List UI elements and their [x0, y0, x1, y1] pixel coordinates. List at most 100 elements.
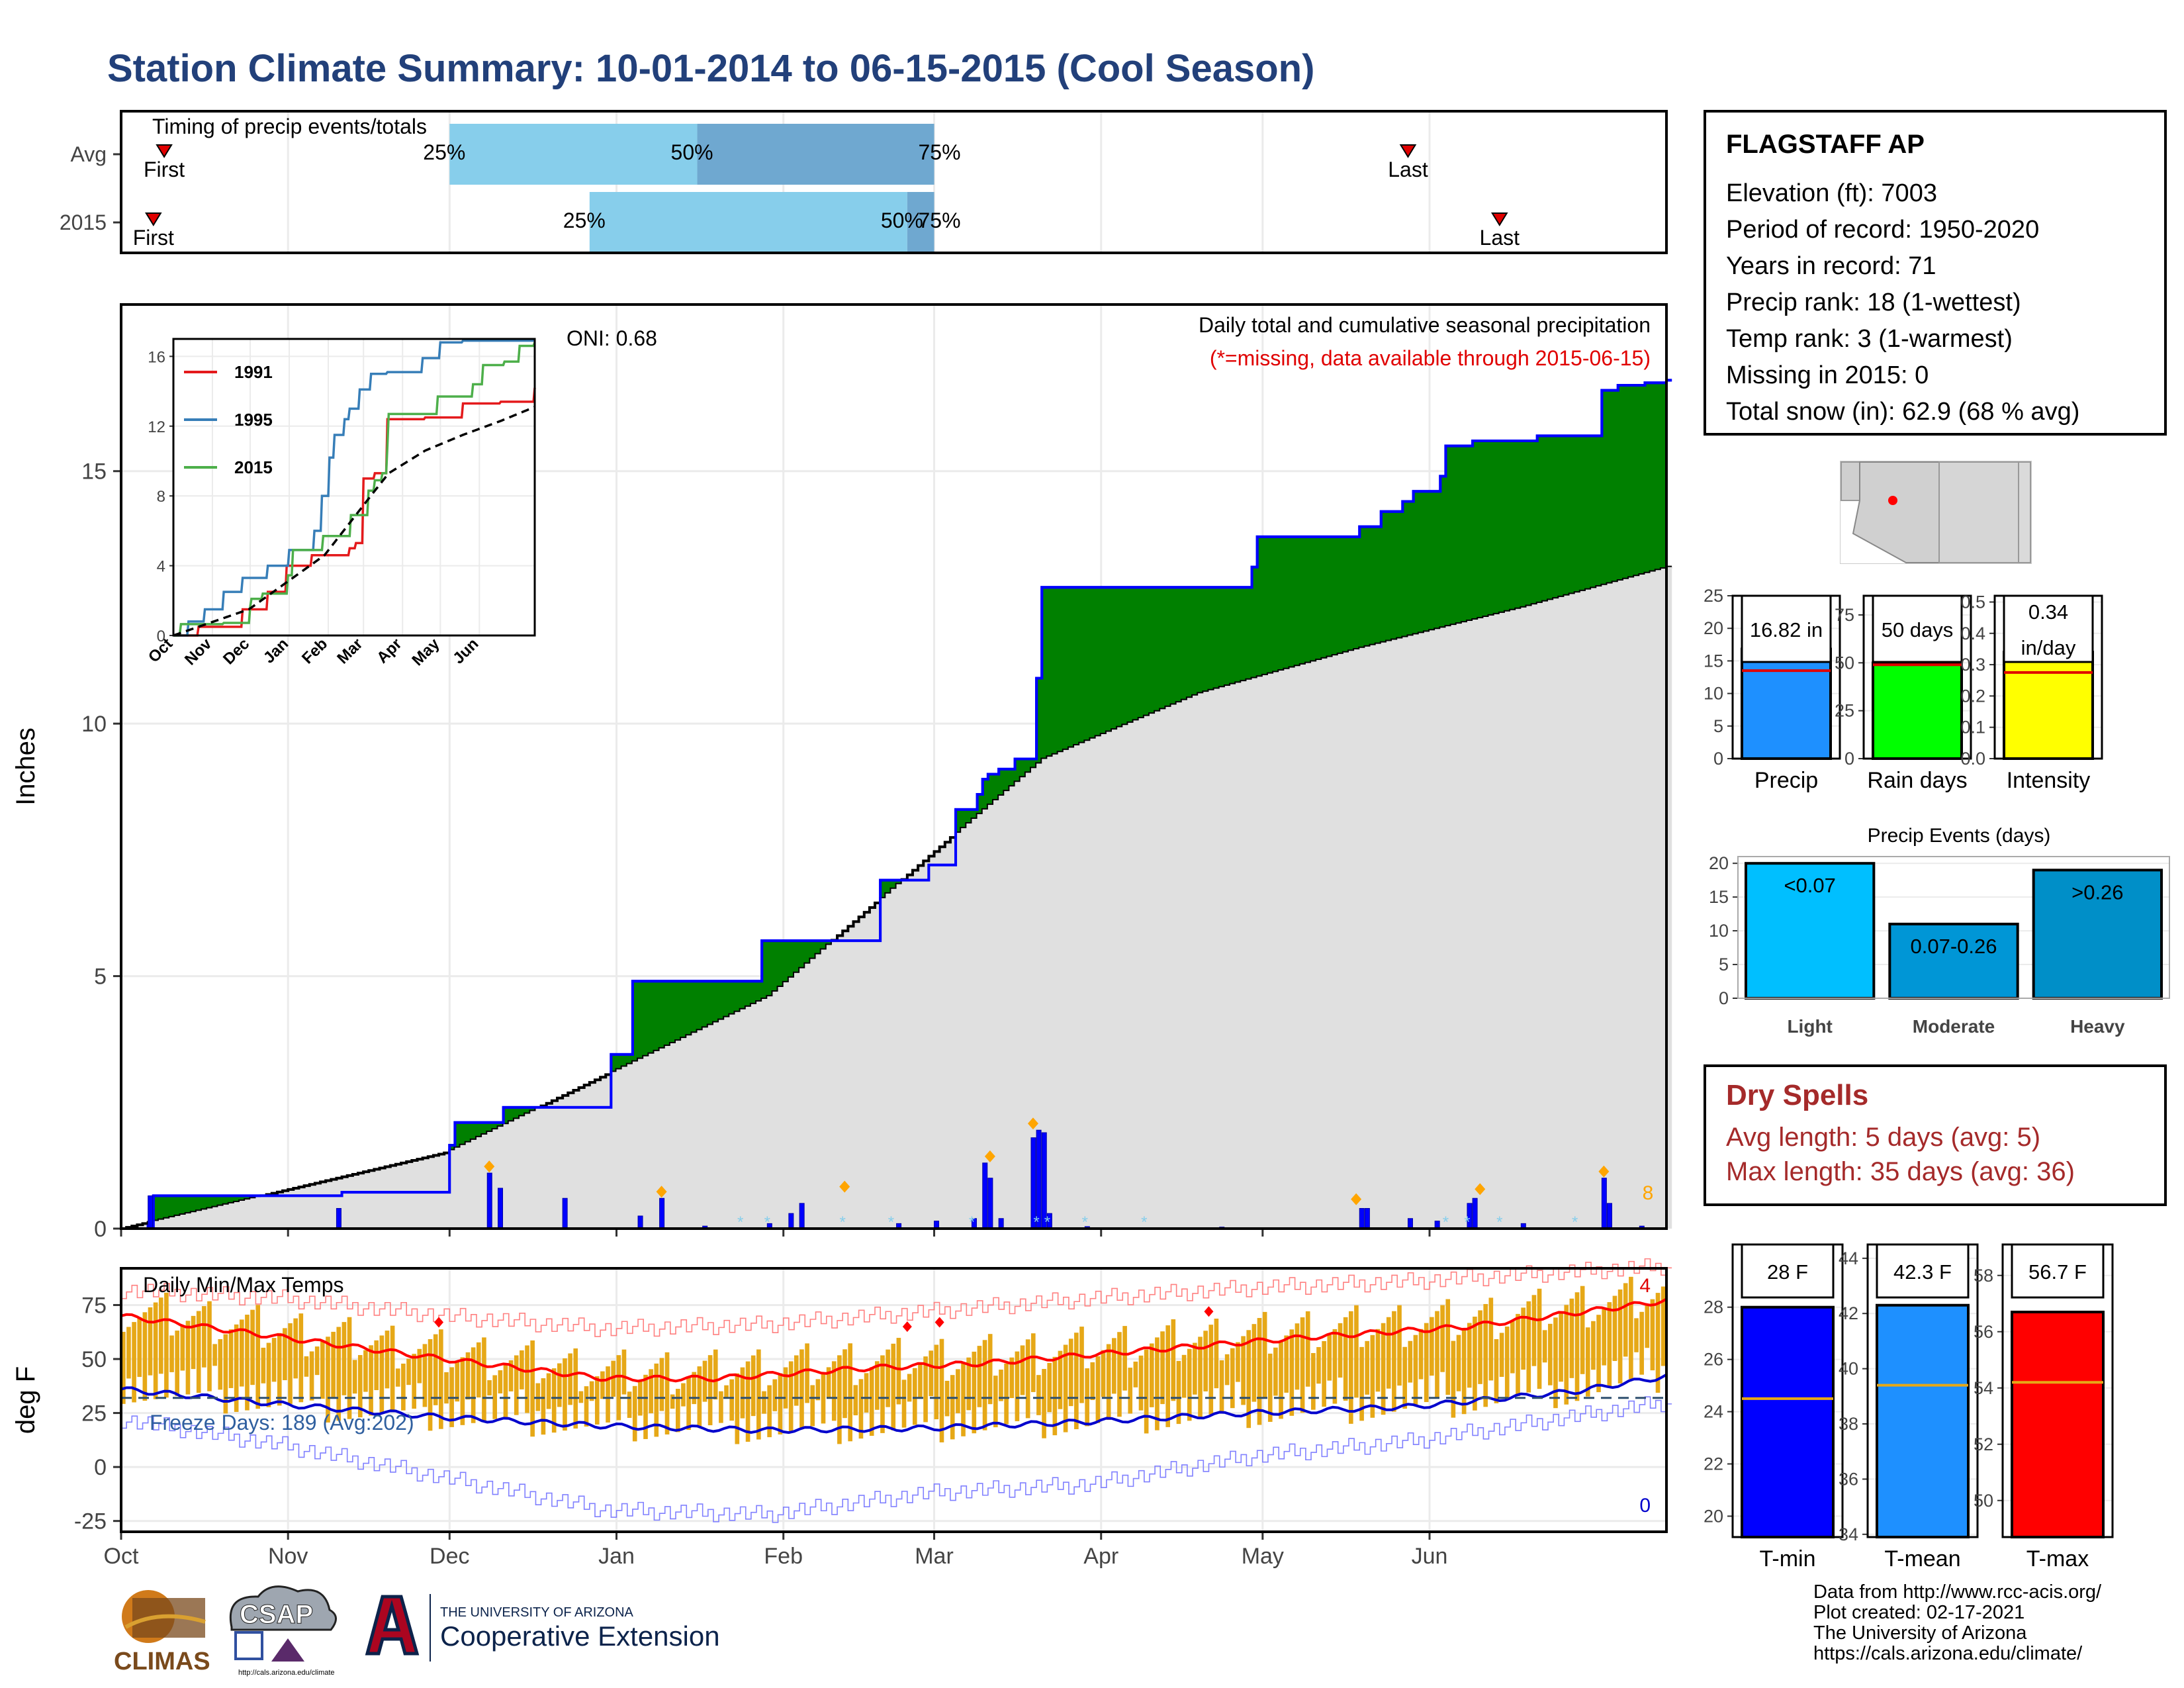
events-title: Precip Events (days) [1868, 825, 2051, 847]
daily-temp-bar [664, 1352, 670, 1434]
cum-diff-fill [654, 981, 660, 1051]
daily-temp-bar [1521, 1307, 1525, 1370]
mini-ytick-label: 75 [1835, 605, 1854, 625]
timing-avg-q50-label: 50% [671, 140, 713, 164]
daily-temp-bar [283, 1328, 287, 1380]
cum-diff-fill [1295, 536, 1301, 667]
daily-temp-bar [956, 1369, 960, 1413]
daily-temp-bar [433, 1334, 438, 1405]
daily-temp-bar [298, 1313, 304, 1403]
daily-temp-bar [1623, 1283, 1628, 1357]
temp-ytick-label: 25 [81, 1401, 107, 1427]
cum-diff-fill [1612, 390, 1619, 583]
cum-diff-fill [1214, 587, 1220, 689]
daily-temp-bar [1639, 1311, 1644, 1375]
daily-temp-bar [621, 1349, 627, 1395]
temp-xtick-label: Apr [1083, 1544, 1118, 1569]
cum-diff-fill [1559, 436, 1565, 597]
cum-diff-fill [1155, 587, 1161, 712]
cum-diff-fill [1279, 536, 1285, 671]
cum-diff-fill [482, 1122, 488, 1135]
cum-frame [120, 303, 1668, 1230]
cum-diff-fill [1629, 385, 1635, 578]
daily-temp-bar [1445, 1299, 1451, 1395]
daily-temp-bar [1063, 1344, 1068, 1432]
daily-temp-bar [1138, 1355, 1144, 1411]
daily-temp-bar [1251, 1324, 1257, 1402]
cum-diff-fill [891, 880, 897, 889]
daily-temp-bar [1230, 1348, 1235, 1409]
timing-2015-last-marker [1491, 212, 1508, 226]
station-name: FLAGSTAFF AP [1726, 130, 1925, 159]
daily-temp-bar [1181, 1354, 1187, 1398]
daily-temp-bar [1435, 1311, 1439, 1399]
cum-diff-fill [751, 981, 757, 1004]
temp-ytick-label: 0 [94, 1455, 107, 1480]
daily-temp-bar [1343, 1317, 1348, 1401]
cum-diff-fill [1516, 440, 1522, 609]
cum-ytick-label: 0 [94, 1217, 107, 1242]
daily-temp-bar [1617, 1289, 1623, 1383]
trace-marker: * [969, 1213, 975, 1231]
csap-mountain-icon [271, 1638, 304, 1662]
cum-diff-fill [1219, 587, 1226, 688]
daily-temp-bar [1461, 1329, 1467, 1415]
cum-diff-fill [1354, 536, 1360, 650]
trace-marker: * [1044, 1213, 1050, 1231]
daily-temp-bar [148, 1307, 153, 1376]
timing-2015-q50-label: 50% [881, 209, 923, 232]
daily-temp-bar [1478, 1310, 1482, 1384]
inset-bg [173, 339, 535, 635]
events-category-label: Light [1787, 1016, 1832, 1037]
precip-events-chart: Precip Events (days) 0 5 10 15 20 <0.07 Light 0.… [1709, 825, 2170, 1037]
daily-temp-bar [164, 1292, 169, 1398]
mini-ytick-label: 36 [1839, 1469, 1858, 1489]
cum-diff-fill [164, 1196, 170, 1219]
events-category-label: Heavy [2070, 1016, 2125, 1037]
daily-temp-bar [891, 1343, 896, 1430]
events-bar-label: <0.07 [1784, 874, 1835, 897]
cum-diff-fill [175, 1196, 181, 1216]
timing-avg-box-upper [697, 124, 934, 185]
daily-temp-bar [1510, 1320, 1515, 1374]
mini-value-label: in/day [2021, 636, 2076, 659]
station-marker [1888, 496, 1897, 505]
cum-diff-fill [632, 981, 639, 1062]
cum-diff-fill [1025, 759, 1032, 773]
precip-record-marker [656, 1186, 667, 1198]
temp-ytick-label: -25 [74, 1509, 107, 1534]
daily-temp-bar [1106, 1344, 1111, 1421]
daily-temp-bar [1440, 1305, 1445, 1372]
cum-diff-fill [1241, 587, 1248, 682]
daily-temp-bar [627, 1391, 632, 1418]
cum-diff-fill [1160, 587, 1166, 710]
cum-diff-fill [707, 981, 714, 1025]
mini-ytick-label: 40 [1839, 1359, 1858, 1379]
cum-diff-fill [982, 779, 989, 810]
mini-label-box [1741, 594, 1832, 663]
daily-precip-bar [788, 1213, 794, 1229]
cum-diff-fill [686, 981, 693, 1036]
temp-frame [120, 1267, 1668, 1533]
daily-temp-bar [385, 1331, 390, 1389]
cum-diff-fill [1473, 440, 1479, 620]
daily-temp-bar [293, 1318, 298, 1379]
daily-temp-bar [934, 1344, 939, 1420]
daily-temp-bar [121, 1331, 126, 1404]
mini-label-box [1872, 594, 1963, 663]
cum-diff-fill [1085, 587, 1091, 741]
daily-temp-bar [1386, 1317, 1391, 1389]
cum-diff-fill [169, 1196, 175, 1217]
daily-temp-bar [1155, 1337, 1160, 1430]
daily-precip-bar [987, 1178, 993, 1229]
daily-temp-bar [719, 1391, 723, 1423]
daily-temp-bar [153, 1302, 158, 1399]
daily-temp-bar [1214, 1319, 1219, 1389]
daily-temp-bar [1004, 1363, 1009, 1425]
daily-temp-bar [1295, 1323, 1300, 1390]
credits-university: The University of Arizona [1813, 1622, 2027, 1644]
cum-diff-fill [1193, 587, 1199, 696]
daily-temp-bar [729, 1379, 734, 1421]
daily-temp-bar [1338, 1323, 1343, 1378]
daily-temp-bar [557, 1363, 562, 1407]
